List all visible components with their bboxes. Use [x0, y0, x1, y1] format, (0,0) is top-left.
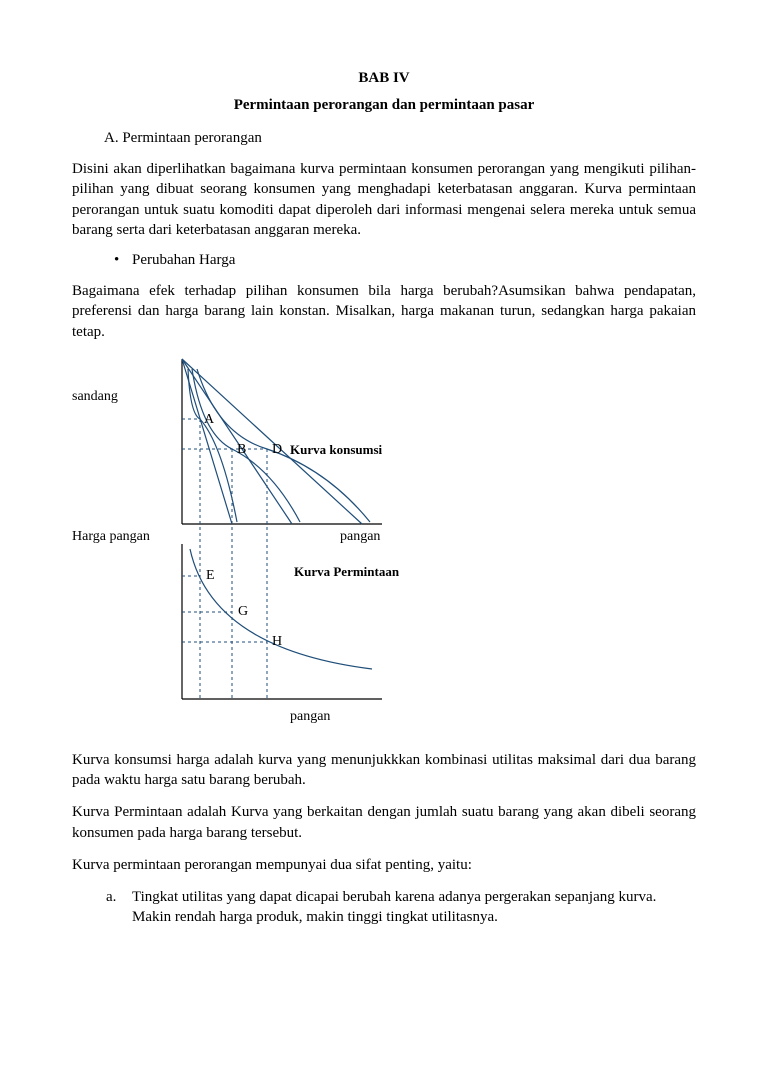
label-harga-pangan: Harga pangan: [72, 529, 150, 545]
paragraph-1: Disini akan diperlihatkan bagaimana kurv…: [72, 159, 696, 240]
paragraph-4: Kurva Permintaan adalah Kurva yang berka…: [72, 802, 696, 843]
chapter-subtitle: Permintaan perorangan dan permintaan pas…: [72, 97, 696, 114]
point-d-label: D: [272, 442, 282, 458]
label-kurva-konsumsi: Kurva konsumsi: [290, 442, 382, 458]
paragraph-2: Bagaimana efek terhadap pilihan konsumen…: [72, 281, 696, 342]
paragraph-5: Kurva permintaan perorangan mempunyai du…: [72, 855, 696, 875]
economics-diagram: sandang A B D Kurva konsumsi Harga panga…: [72, 354, 696, 734]
document-page: BAB IV Permintaan perorangan dan permint…: [0, 0, 768, 1087]
list-item-a: Tingkat utilitas yang dapat dicapai beru…: [132, 887, 696, 928]
point-h-label: H: [272, 634, 282, 650]
label-kurva-permintaan: Kurva Permintaan: [294, 564, 399, 580]
point-g-label: G: [238, 604, 248, 620]
point-e-label: E: [206, 568, 215, 584]
diagram-svg: [72, 354, 696, 734]
point-a-label: A: [204, 412, 214, 428]
paragraph-3: Kurva konsumsi harga adalah kurva yang m…: [72, 750, 696, 791]
section-a-heading: A. Permintaan perorangan: [104, 130, 696, 147]
chapter-title: BAB IV: [72, 70, 696, 87]
bullet-perubahan-harga: Perubahan Harga: [132, 252, 696, 269]
label-sandang: sandang: [72, 389, 118, 405]
label-pangan-bottom: pangan: [290, 709, 330, 725]
label-pangan-top: pangan: [340, 529, 380, 545]
point-b-label: B: [237, 442, 246, 458]
